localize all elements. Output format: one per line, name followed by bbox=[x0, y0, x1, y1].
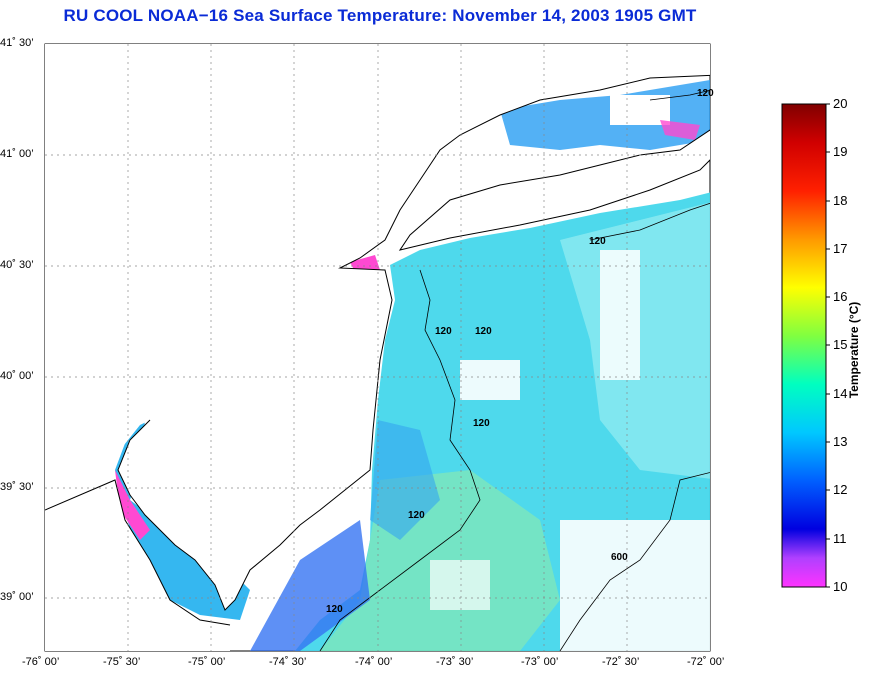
colorbar-tick-label: 16 bbox=[833, 289, 848, 304]
map-title: RU COOL NOAA−16 Sea Surface Temperature:… bbox=[63, 6, 697, 25]
contour-label: 120 bbox=[473, 418, 490, 429]
contour-label: 120 bbox=[697, 88, 714, 99]
contour-label: 120 bbox=[326, 604, 343, 615]
colorbar-tick-label: 10 bbox=[833, 579, 848, 594]
lat-label: 39˚ 00’ bbox=[0, 591, 34, 603]
lon-label: -73˚ 00’ bbox=[521, 656, 559, 668]
lat-label: 40˚ 00’ bbox=[0, 370, 34, 382]
lon-label: -76˚ 00’ bbox=[22, 656, 60, 668]
contour-label: 120 bbox=[475, 326, 492, 337]
lon-label: -74˚ 00’ bbox=[355, 656, 393, 668]
lon-label: -75˚ 00’ bbox=[188, 656, 226, 668]
colorbar-tick-label: 12 bbox=[833, 482, 848, 497]
contour-label: 120 bbox=[589, 236, 606, 247]
colorbar-tick-label: 13 bbox=[833, 434, 848, 449]
contour-label: 600 bbox=[611, 552, 628, 563]
colorbar-tick-label: 19 bbox=[833, 144, 848, 159]
lat-label: 41˚ 30’ bbox=[0, 37, 34, 49]
colorbar-tick-label: 11 bbox=[833, 531, 847, 546]
contour-label: 120 bbox=[435, 326, 452, 337]
colorbar-tick-label: 18 bbox=[833, 193, 848, 208]
colorbar bbox=[781, 103, 827, 588]
isobaths bbox=[319, 89, 710, 651]
lon-label: -73˚ 30’ bbox=[436, 656, 474, 668]
lon-label: -74˚ 30’ bbox=[269, 656, 307, 668]
lat-label: 40˚ 30’ bbox=[0, 259, 34, 271]
colorbar-tick-label: 14 bbox=[833, 386, 848, 401]
lat-label: 41˚ 00’ bbox=[0, 148, 34, 160]
colorbar-tick-label: 20 bbox=[833, 96, 848, 111]
graticule bbox=[45, 44, 710, 651]
contour-label: 120 bbox=[408, 510, 425, 521]
colorbar-title: Temperature (°C) bbox=[847, 301, 861, 399]
lat-label: 39˚ 30’ bbox=[0, 481, 34, 493]
lon-label: -72˚ 30’ bbox=[602, 656, 640, 668]
colorbar-tick-label: 17 bbox=[833, 241, 848, 256]
colorbar-tick-label: 15 bbox=[833, 337, 848, 352]
coastline bbox=[45, 74, 710, 626]
lon-label: -75˚ 30’ bbox=[103, 656, 141, 668]
lon-label: -72˚ 00’ bbox=[687, 656, 725, 668]
land bbox=[45, 44, 710, 651]
